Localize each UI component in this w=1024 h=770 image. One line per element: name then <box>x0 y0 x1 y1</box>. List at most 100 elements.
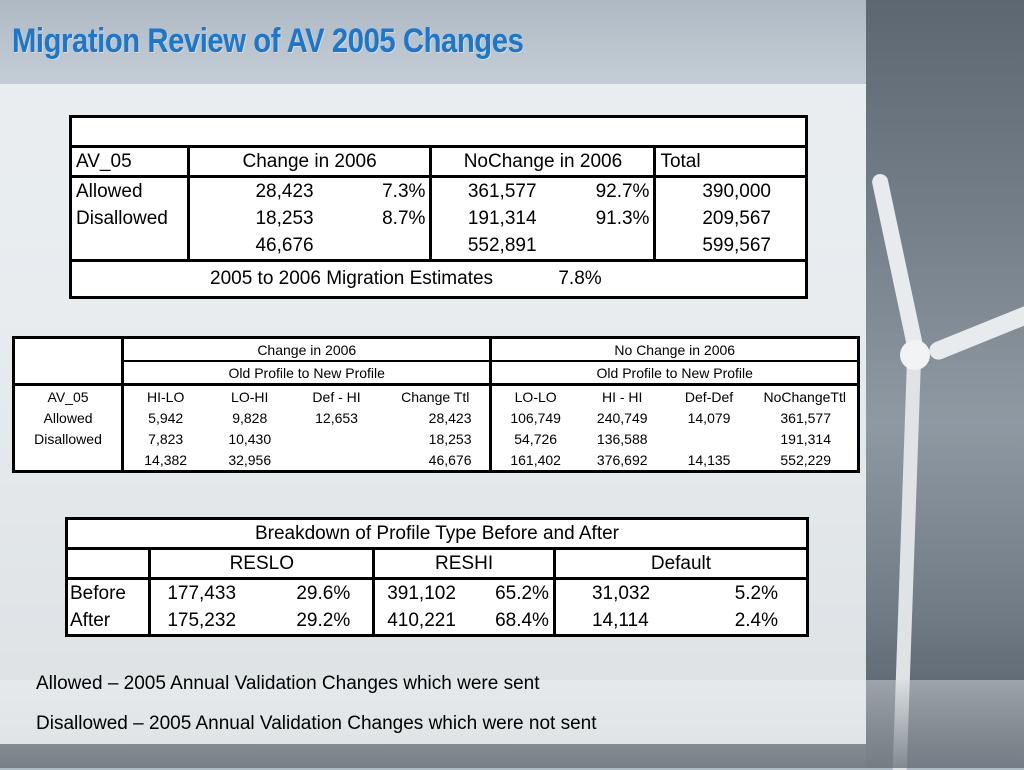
table-cell: 12,653 <box>315 409 358 426</box>
table-cell: 175,232 <box>167 609 237 631</box>
empty-header-cell <box>66 548 152 580</box>
table-cell: 32,956 <box>228 451 272 468</box>
profile-breakdown-table: Breakdown of Profile Type Before and Aft… <box>65 517 809 637</box>
table-cell: 29.2% <box>275 607 376 636</box>
group-header: No Change in 2006 <box>490 337 859 362</box>
sub-header-row: Old Profile to New Profile Old Profile t… <box>14 361 859 386</box>
column-header-row: AV_05 HI-LO LO-HI Def - HI Change Ttl LO… <box>13 384 859 407</box>
row-label <box>70 232 190 262</box>
table-cell: 54,726 <box>514 430 558 447</box>
table-cell: 46,676 <box>380 449 493 472</box>
page-title: Migration Review of AV 2005 Changes <box>12 22 524 60</box>
table-cell <box>666 428 753 449</box>
table-cell <box>315 232 433 262</box>
table-cell: 14,114 <box>591 609 649 631</box>
table-cell: 28,423 <box>380 407 493 428</box>
table-cell: 8.7% <box>315 205 433 232</box>
row-label: Allowed <box>70 176 190 205</box>
column-header: RESLO <box>149 548 376 580</box>
table-cell: 14,382 <box>144 451 188 468</box>
row-label: Disallowed <box>13 428 125 449</box>
table-cell: 29.6% <box>275 578 376 607</box>
table-cell: 552,891 <box>430 232 541 262</box>
table-cell <box>292 449 381 472</box>
table-total-row: 14,382 32,956 46,676 161,402 376,692 14,… <box>13 449 859 472</box>
column-header: Change Ttl <box>380 384 493 407</box>
table-cell: 136,588 <box>596 430 648 447</box>
column-header: AV_05 <box>70 146 190 178</box>
table-cell: 91.3% <box>540 205 657 232</box>
table-cell: 376,692 <box>596 451 648 468</box>
group-header-row: Change in 2006 No Change in 2006 <box>13 337 859 386</box>
table-cell: 191,314 <box>467 207 537 229</box>
migration-estimate-value: 7.8% <box>558 268 602 289</box>
column-header: LO-HI <box>231 388 269 405</box>
table-row: Before 177,433 29.6% 391,102 65.2% 31,03… <box>66 578 808 607</box>
column-header: RESHI <box>373 548 556 580</box>
background-photo <box>866 0 1024 768</box>
table-row: After 175,232 29.2% 410,221 68.4% 14,114… <box>66 607 808 636</box>
table-header-row: AV_05 Change in 2006 NoChange in 2006 To… <box>70 146 807 178</box>
column-header: HI - HI <box>601 388 643 405</box>
migration-estimate-label: 2005 to 2006 Migration Estimates <box>210 268 494 289</box>
table-cell: 106,749 <box>510 409 561 426</box>
table-cell: 7,823 <box>148 430 184 447</box>
table-cell: 599,567 <box>654 232 807 262</box>
column-header: Change in 2006 <box>188 146 433 178</box>
table-row: Allowed 5,942 9,828 12,653 28,423 106,74… <box>13 407 859 428</box>
sub-header: Old Profile to New Profile <box>490 361 859 386</box>
row-label: After <box>66 607 152 636</box>
table-cell <box>540 232 657 262</box>
table-cell: 552,229 <box>780 451 831 468</box>
table-cell: 391,102 <box>387 582 456 604</box>
table-cell: 46,676 <box>188 232 316 262</box>
table-cell: 410,221 <box>387 609 456 631</box>
table-cell: 209,567 <box>702 207 771 229</box>
column-header: NoChangeTtl <box>763 388 846 405</box>
table-cell: 14,135 <box>687 451 731 468</box>
column-header: Default <box>554 548 808 580</box>
table-cell: 390,000 <box>702 180 771 202</box>
disallowed-note: Disallowed – 2005 Annual Validation Chan… <box>36 713 597 734</box>
table-cell: 361,577 <box>467 180 537 202</box>
group-header: Change in 2006 <box>122 337 493 362</box>
table-cell: 7.3% <box>315 176 433 205</box>
table-cell: 10,430 <box>228 430 272 447</box>
table-row: Allowed 28,423 7.3% 361,577 92.7% 390,00… <box>70 176 807 205</box>
column-header: HI-LO <box>147 388 185 405</box>
table-cell: 92.7% <box>540 176 657 205</box>
table-cell: 9,828 <box>232 409 268 426</box>
column-header-row: RESLO RESHI Default <box>66 548 808 580</box>
table-cell: 68.4% <box>474 607 556 636</box>
profile-migration-table: Change in 2006 No Change in 2006 Old Pro… <box>12 336 860 473</box>
table-cell: 28,423 <box>255 180 314 202</box>
migration-summary-table: AV_05 Change in 2006 NoChange in 2006 To… <box>69 115 808 299</box>
table-total-row: 46,676 552,891 599,567 <box>70 232 807 262</box>
table-cell: 31,032 <box>591 582 651 604</box>
table-cell <box>292 428 381 449</box>
table-cell: 361,577 <box>780 409 831 426</box>
table-cell: 5.2% <box>734 582 778 604</box>
row-label: Allowed <box>13 407 125 428</box>
column-header: NoChange in 2006 <box>430 146 657 178</box>
table-cell: 2.4% <box>734 609 778 631</box>
column-header: Total <box>654 146 807 178</box>
column-header: LO-LO <box>514 388 557 405</box>
table-cell: 177,433 <box>167 582 237 604</box>
table-cell: 191,314 <box>780 430 831 447</box>
table-cell: 240,749 <box>596 409 648 426</box>
table-title-row: Breakdown of Profile Type Before and Aft… <box>66 518 808 550</box>
table-row: Disallowed 18,253 8.7% 191,314 91.3% 209… <box>70 205 807 232</box>
table-title: Breakdown of Profile Type Before and Aft… <box>66 518 808 550</box>
table-cell: 18,253 <box>255 207 314 229</box>
column-header: Def-Def <box>684 388 734 405</box>
wind-turbine-hub <box>900 340 930 370</box>
row-label: Before <box>66 578 152 607</box>
table-cell: 14,079 <box>687 409 731 426</box>
allowed-note: Allowed – 2005 Annual Validation Changes… <box>36 673 540 694</box>
row-label <box>13 449 125 472</box>
table-cell: 65.2% <box>474 578 556 607</box>
row-label: Disallowed <box>70 205 190 232</box>
column-header: AV_05 <box>13 384 125 407</box>
table-cell: 161,402 <box>510 451 561 468</box>
